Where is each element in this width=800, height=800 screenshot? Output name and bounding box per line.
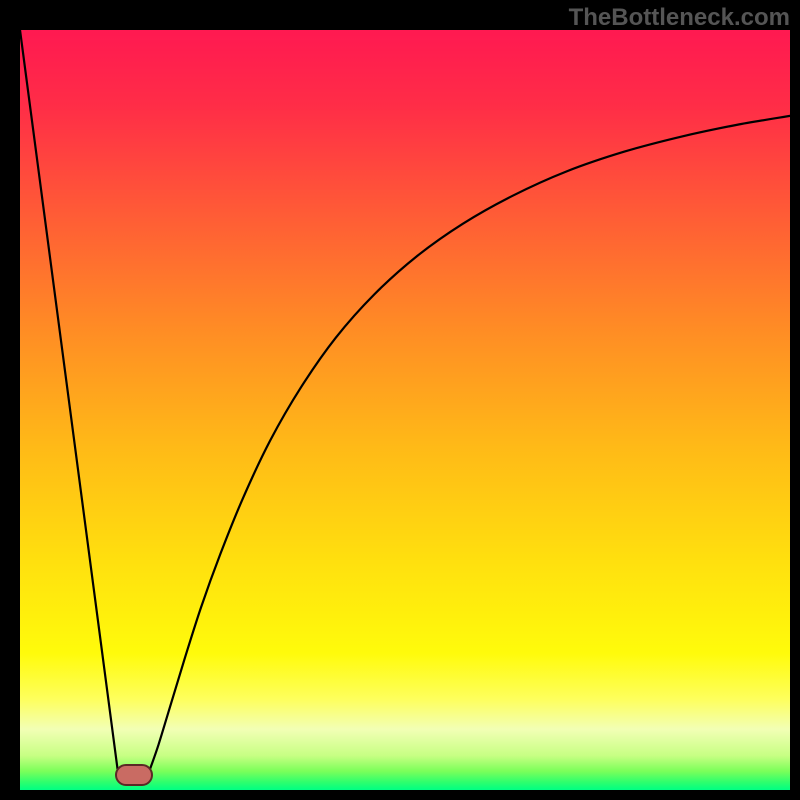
optimum-marker bbox=[115, 764, 153, 786]
plot-background bbox=[20, 30, 790, 790]
plot-area bbox=[20, 30, 790, 790]
chart-frame: TheBottleneck.com bbox=[0, 0, 800, 800]
plot-svg bbox=[20, 30, 790, 790]
watermark-text: TheBottleneck.com bbox=[569, 4, 790, 32]
